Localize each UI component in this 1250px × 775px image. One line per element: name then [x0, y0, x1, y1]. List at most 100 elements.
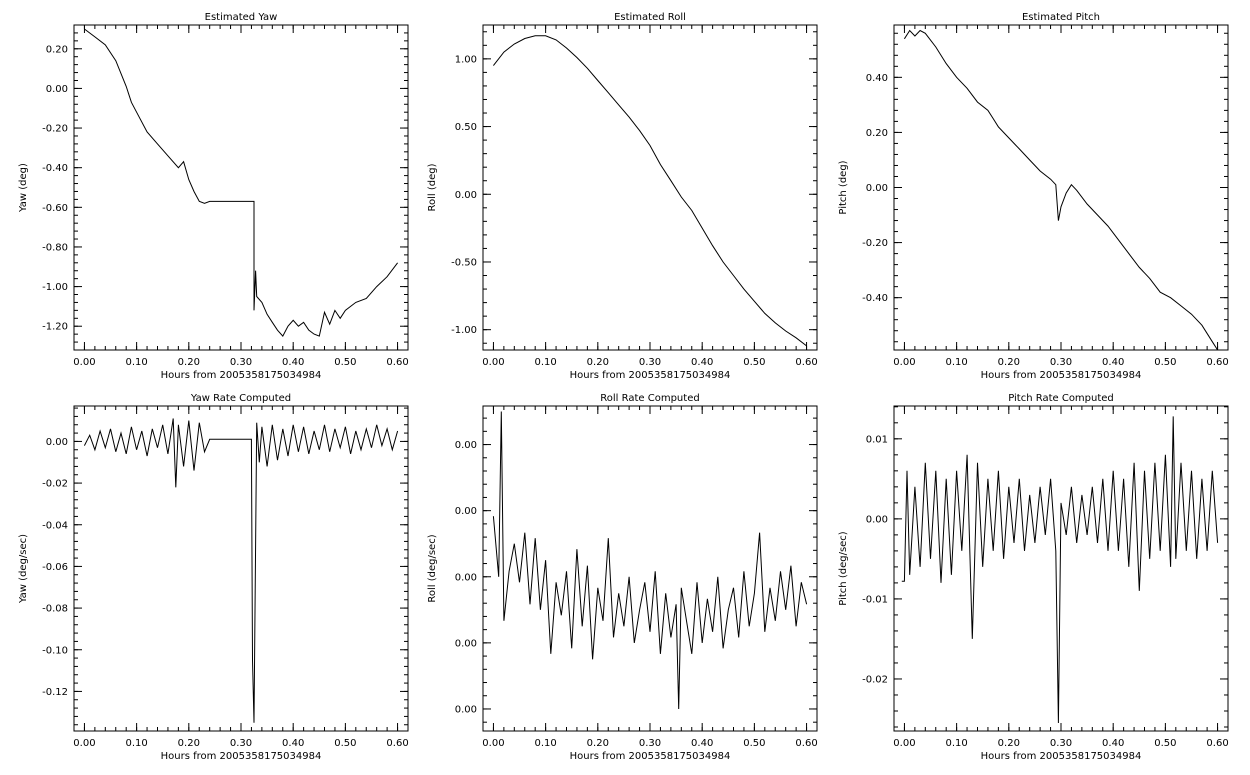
y-tick-label: -0.50	[451, 257, 477, 268]
x-axis-label: Hours from 2005358175034984	[570, 370, 731, 381]
chart-panel-4: Roll Rate Computed Hours from 20053581750…	[427, 393, 818, 762]
x-tick-label: 0.60	[386, 357, 408, 368]
plot-frame	[893, 405, 1229, 732]
x-tick-label: 0.50	[1154, 738, 1176, 749]
y-axis-label: Pitch (deg)	[838, 160, 849, 214]
x-tick-label: 0.50	[743, 357, 765, 368]
x-tick-label: 0.20	[587, 738, 609, 749]
y-tick-label: 0.00	[455, 638, 477, 649]
x-tick-label: 0.50	[334, 738, 356, 749]
chart-title: Yaw Rate Computed	[190, 393, 291, 404]
x-tick-label: 0.20	[178, 357, 200, 368]
chart-title: Roll Rate Computed	[600, 393, 699, 404]
chart-panel-3: Yaw Rate Computed Hours from 200535817503…	[18, 393, 409, 762]
x-tick-label: 0.00	[482, 357, 504, 368]
y-tick-label: -0.40	[862, 293, 888, 304]
x-axis-label: Hours from 2005358175034984	[161, 751, 322, 762]
y-tick-label: 0.00	[455, 506, 477, 517]
y-axis-label: Roll (deg)	[427, 163, 438, 211]
x-tick-label: 0.40	[282, 738, 304, 749]
y-axis-label: Pitch (deg/sec)	[838, 531, 849, 606]
y-tick-label: -0.60	[42, 203, 68, 214]
x-tick-label: 0.40	[1102, 357, 1124, 368]
data-series-line	[901, 416, 1219, 724]
y-tick-label: 0.00	[866, 183, 888, 194]
y-tick-label: 0.00	[46, 437, 68, 448]
x-tick-label: 0.10	[945, 357, 967, 368]
y-tick-label: 0.00	[455, 704, 477, 715]
x-tick-label: 0.50	[743, 738, 765, 749]
x-tick-label: 0.20	[998, 738, 1020, 749]
x-tick-label: 0.10	[125, 357, 147, 368]
chart-panel-1: Estimated Roll Hours from 200535817503498…	[427, 12, 818, 381]
x-tick-label: 0.30	[639, 738, 661, 749]
data-series-line	[83, 418, 399, 723]
plot-frame	[73, 405, 409, 732]
y-tick-label: 1.00	[455, 54, 477, 65]
x-tick-label: 0.60	[795, 357, 817, 368]
y-tick-label: -0.20	[42, 124, 68, 135]
chart-title: Pitch Rate Computed	[1008, 393, 1114, 404]
x-tick-label: 0.20	[587, 357, 609, 368]
chart-title: Estimated Pitch	[1022, 12, 1100, 23]
x-tick-label: 0.60	[1206, 357, 1228, 368]
x-tick-label: 0.20	[178, 738, 200, 749]
y-tick-label: 0.50	[455, 122, 477, 133]
y-tick-label: 0.20	[866, 128, 888, 139]
y-tick-label: -1.00	[451, 325, 477, 336]
x-axis-label: Hours from 2005358175034984	[981, 751, 1142, 762]
x-tick-label: 0.10	[534, 357, 556, 368]
chart-panel-0: Estimated Yaw Hours from 2005358175034984…	[18, 12, 409, 381]
y-tick-label: -0.20	[862, 238, 888, 249]
x-axis-label: Hours from 2005358175034984	[981, 370, 1142, 381]
chart-panel-5: Pitch Rate Computed Hours from 2005358175…	[838, 393, 1229, 762]
x-tick-label: 0.40	[691, 738, 713, 749]
x-tick-label: 0.60	[795, 738, 817, 749]
plot-frame	[482, 24, 818, 351]
y-tick-label: -0.02	[862, 674, 888, 685]
chart-panel-2: Estimated Pitch Hours from 20053581750349…	[838, 12, 1229, 381]
x-tick-label: 0.30	[1050, 357, 1072, 368]
data-series-line	[903, 29, 1219, 351]
chart-title: Estimated Roll	[614, 12, 686, 23]
y-tick-label: 0.00	[455, 190, 477, 201]
data-series-line	[492, 411, 808, 710]
y-tick-label: 0.00	[46, 84, 68, 95]
x-tick-label: 0.30	[230, 357, 252, 368]
y-tick-label: -0.12	[42, 687, 68, 698]
y-tick-label: -1.20	[42, 322, 68, 333]
x-tick-label: 0.00	[893, 738, 915, 749]
x-tick-label: 0.00	[73, 357, 95, 368]
y-tick-label: 0.01	[866, 434, 888, 445]
y-tick-label: 0.00	[455, 572, 477, 583]
x-tick-label: 0.30	[639, 357, 661, 368]
y-axis-label: Yaw (deg/sec)	[18, 534, 29, 604]
x-tick-label: 0.00	[73, 738, 95, 749]
x-tick-label: 0.00	[482, 738, 504, 749]
x-tick-label: 0.00	[893, 357, 915, 368]
y-tick-label: 0.00	[455, 440, 477, 451]
x-axis-label: Hours from 2005358175034984	[570, 751, 731, 762]
y-tick-label: -0.06	[42, 562, 68, 573]
y-tick-label: -0.01	[862, 594, 888, 605]
y-tick-label: -1.00	[42, 282, 68, 293]
x-tick-label: 0.50	[1154, 357, 1176, 368]
y-tick-label: -0.80	[42, 242, 68, 253]
x-tick-label: 0.10	[534, 738, 556, 749]
x-tick-label: 0.30	[230, 738, 252, 749]
x-tick-label: 0.60	[1206, 738, 1228, 749]
x-tick-label: 0.30	[1050, 738, 1072, 749]
y-tick-label: 0.00	[866, 514, 888, 525]
x-tick-label: 0.50	[334, 357, 356, 368]
chart-title: Estimated Yaw	[205, 12, 278, 23]
y-tick-label: -0.02	[42, 479, 68, 490]
x-tick-label: 0.20	[998, 357, 1020, 368]
y-axis-label: Yaw (deg)	[18, 163, 29, 213]
x-tick-label: 0.60	[386, 738, 408, 749]
plot-frame	[893, 24, 1229, 351]
y-axis-label: Roll (deg/sec)	[427, 534, 438, 602]
x-tick-label: 0.10	[945, 738, 967, 749]
y-tick-label: -0.40	[42, 163, 68, 174]
y-tick-label: -0.08	[42, 604, 68, 615]
